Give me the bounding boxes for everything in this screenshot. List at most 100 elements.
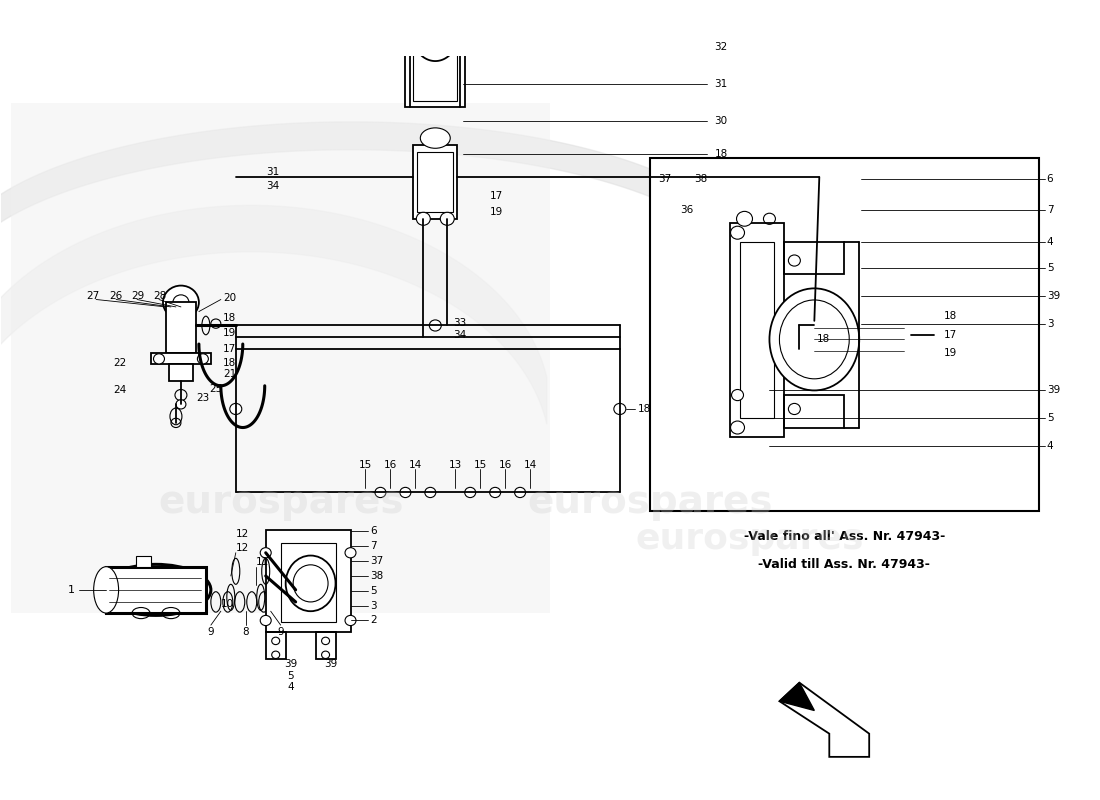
Bar xyxy=(784,242,845,274)
Circle shape xyxy=(898,328,911,342)
Text: 26: 26 xyxy=(109,290,122,301)
Bar xyxy=(151,354,211,365)
Circle shape xyxy=(272,637,279,645)
Text: 39: 39 xyxy=(1047,290,1060,301)
Text: 32: 32 xyxy=(715,42,728,52)
Text: 28: 28 xyxy=(153,290,166,301)
Text: 4: 4 xyxy=(287,682,294,692)
Ellipse shape xyxy=(286,555,336,611)
Circle shape xyxy=(425,487,436,498)
Circle shape xyxy=(375,487,386,498)
Text: 13: 13 xyxy=(449,460,462,470)
Text: 4: 4 xyxy=(1047,237,1054,247)
Circle shape xyxy=(154,354,165,364)
Text: 7: 7 xyxy=(371,542,377,551)
Text: 34: 34 xyxy=(266,182,279,191)
Text: 39: 39 xyxy=(1047,386,1060,395)
Circle shape xyxy=(464,487,475,498)
Text: 16: 16 xyxy=(498,460,512,470)
Text: 18: 18 xyxy=(944,311,957,321)
Text: 25: 25 xyxy=(209,383,222,394)
Text: 39: 39 xyxy=(284,659,297,669)
Text: 3: 3 xyxy=(371,601,377,610)
Bar xyxy=(729,223,784,437)
Text: 17: 17 xyxy=(491,190,504,201)
Text: 20: 20 xyxy=(223,293,236,302)
Text: 17: 17 xyxy=(223,344,236,354)
Ellipse shape xyxy=(887,311,922,367)
Bar xyxy=(136,555,151,566)
Bar xyxy=(280,543,336,622)
Circle shape xyxy=(614,403,626,414)
Ellipse shape xyxy=(420,128,450,148)
Text: 5: 5 xyxy=(1047,414,1054,423)
Text: 31: 31 xyxy=(266,167,279,178)
Circle shape xyxy=(197,354,208,364)
Ellipse shape xyxy=(796,311,832,367)
Text: 22: 22 xyxy=(113,358,127,367)
Text: 9: 9 xyxy=(277,626,284,637)
Ellipse shape xyxy=(94,566,119,613)
Circle shape xyxy=(261,615,272,626)
Bar xyxy=(166,302,196,354)
Circle shape xyxy=(345,548,356,558)
Text: 18: 18 xyxy=(638,404,651,414)
Text: 37: 37 xyxy=(658,174,671,184)
Text: 14: 14 xyxy=(409,460,422,470)
Bar xyxy=(414,145,458,218)
Bar xyxy=(650,158,1038,511)
Text: 9: 9 xyxy=(208,626,214,637)
Text: 31: 31 xyxy=(715,79,728,90)
Text: -Valid till Ass. Nr. 47943-: -Valid till Ass. Nr. 47943- xyxy=(758,558,931,571)
Circle shape xyxy=(230,403,242,414)
Text: 12: 12 xyxy=(235,543,249,553)
Text: eurospares: eurospares xyxy=(527,482,772,521)
Text: 18: 18 xyxy=(715,149,728,159)
Text: 18: 18 xyxy=(223,313,236,323)
Text: 24: 24 xyxy=(113,386,127,395)
Bar xyxy=(169,365,192,381)
Text: 15: 15 xyxy=(359,460,372,470)
Circle shape xyxy=(730,226,745,239)
Text: 19: 19 xyxy=(223,328,236,338)
Text: 12: 12 xyxy=(235,530,249,539)
Text: 38: 38 xyxy=(694,174,708,184)
Text: 6: 6 xyxy=(371,526,377,537)
Text: -Vale fino all' Ass. Nr. 47943-: -Vale fino all' Ass. Nr. 47943- xyxy=(744,530,945,543)
Circle shape xyxy=(440,212,454,226)
Circle shape xyxy=(737,211,752,226)
Text: 17: 17 xyxy=(944,330,957,340)
Circle shape xyxy=(400,487,411,498)
Text: 21: 21 xyxy=(223,369,236,378)
Circle shape xyxy=(345,615,356,626)
Circle shape xyxy=(793,338,805,350)
Polygon shape xyxy=(11,103,550,613)
Circle shape xyxy=(321,651,330,658)
Text: 8: 8 xyxy=(242,626,249,637)
Text: 5: 5 xyxy=(287,671,294,681)
Text: 7: 7 xyxy=(1047,205,1054,214)
Text: 38: 38 xyxy=(371,571,384,581)
Circle shape xyxy=(429,320,441,331)
Bar xyxy=(417,152,453,212)
Circle shape xyxy=(730,421,745,434)
Text: 34: 34 xyxy=(453,330,466,340)
Text: 35: 35 xyxy=(715,0,728,1)
Text: 5: 5 xyxy=(1047,263,1054,273)
Bar xyxy=(266,530,351,632)
Text: 5: 5 xyxy=(371,586,377,596)
Text: 27: 27 xyxy=(86,290,99,301)
Text: 4: 4 xyxy=(1047,441,1054,451)
Text: 2: 2 xyxy=(371,615,377,626)
Circle shape xyxy=(261,548,272,558)
Text: 23: 23 xyxy=(196,393,209,403)
Text: 39: 39 xyxy=(323,659,338,669)
Bar xyxy=(266,632,286,659)
Text: 10: 10 xyxy=(221,598,234,609)
Ellipse shape xyxy=(101,564,211,615)
Circle shape xyxy=(416,212,430,226)
Bar xyxy=(784,395,845,427)
Text: 29: 29 xyxy=(131,290,144,301)
Text: 33: 33 xyxy=(453,318,466,328)
Circle shape xyxy=(176,400,186,409)
